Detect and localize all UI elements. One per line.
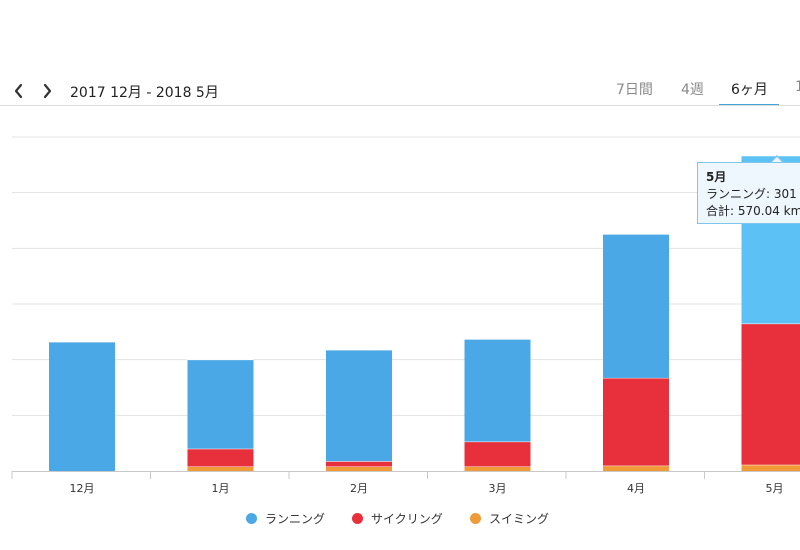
legend-swimming-label: スイミング (489, 512, 550, 526)
header-divider (0, 105, 800, 106)
legend-item-cycling[interactable]: サイクリング (352, 510, 443, 527)
legend-item-running[interactable]: ランニング (246, 510, 325, 527)
x-axis-tick-label: 2月 (350, 482, 368, 495)
tab-7-days[interactable]: 7日間 (616, 82, 653, 98)
bar-cycling[interactable] (603, 377, 669, 466)
legend-cycling-dot-icon (352, 513, 363, 524)
legend-cycling-label: サイクリング (371, 512, 443, 526)
tooltip-title: 5月 (706, 170, 727, 184)
bar-cycling[interactable] (187, 448, 254, 467)
bar-swimming[interactable] (603, 465, 669, 471)
chart-tooltip: 5月 ランニング: 301 合計: 570.04 km (697, 162, 800, 224)
bar-running[interactable] (603, 234, 669, 378)
bar-cycling[interactable] (741, 323, 800, 465)
tab-6-months[interactable]: 6ヶ月 (731, 82, 768, 98)
legend-running-dot-icon (246, 513, 257, 524)
next-period-arrow-icon[interactable] (38, 81, 56, 101)
bar-cycling[interactable] (326, 461, 392, 467)
bar-swimming[interactable] (187, 466, 254, 471)
bar-swimming[interactable] (741, 464, 800, 471)
legend-item-swimming[interactable]: スイミング (470, 510, 549, 527)
bar-running[interactable] (187, 359, 254, 449)
legend-running-label: ランニング (265, 512, 326, 526)
x-axis-tick-label: 12月 (70, 482, 95, 495)
tab-1-year[interactable]: 1 (795, 79, 800, 95)
period-navigation: 2017 12月 - 2018 5月 7日間 4週 6ヶ月 1 (0, 78, 800, 108)
tooltip-running-value: ランニング: 301 (706, 187, 797, 201)
previous-period-arrow-icon[interactable] (10, 81, 28, 101)
x-axis-tick-label: 4月 (627, 482, 645, 495)
x-axis-tick-label: 5月 (766, 482, 784, 495)
bar-running[interactable] (49, 341, 115, 471)
bar-running[interactable] (464, 339, 531, 442)
tab-4-weeks[interactable]: 4週 (681, 82, 704, 98)
bar-running[interactable] (326, 349, 392, 462)
bar-swimming[interactable] (326, 466, 392, 471)
bar-cycling[interactable] (464, 441, 531, 467)
chart-legend: ランニング サイクリング スイミング (0, 510, 800, 530)
bar-swimming[interactable] (464, 466, 531, 471)
tooltip-caret-fill (771, 157, 783, 163)
x-axis-tick-label: 1月 (212, 482, 230, 495)
x-axis-tick-label: 3月 (489, 482, 507, 495)
date-range-label: 2017 12月 - 2018 5月 (70, 85, 219, 101)
legend-swimming-dot-icon (470, 513, 481, 524)
tooltip-total-value: 合計: 570.04 km (706, 204, 800, 218)
